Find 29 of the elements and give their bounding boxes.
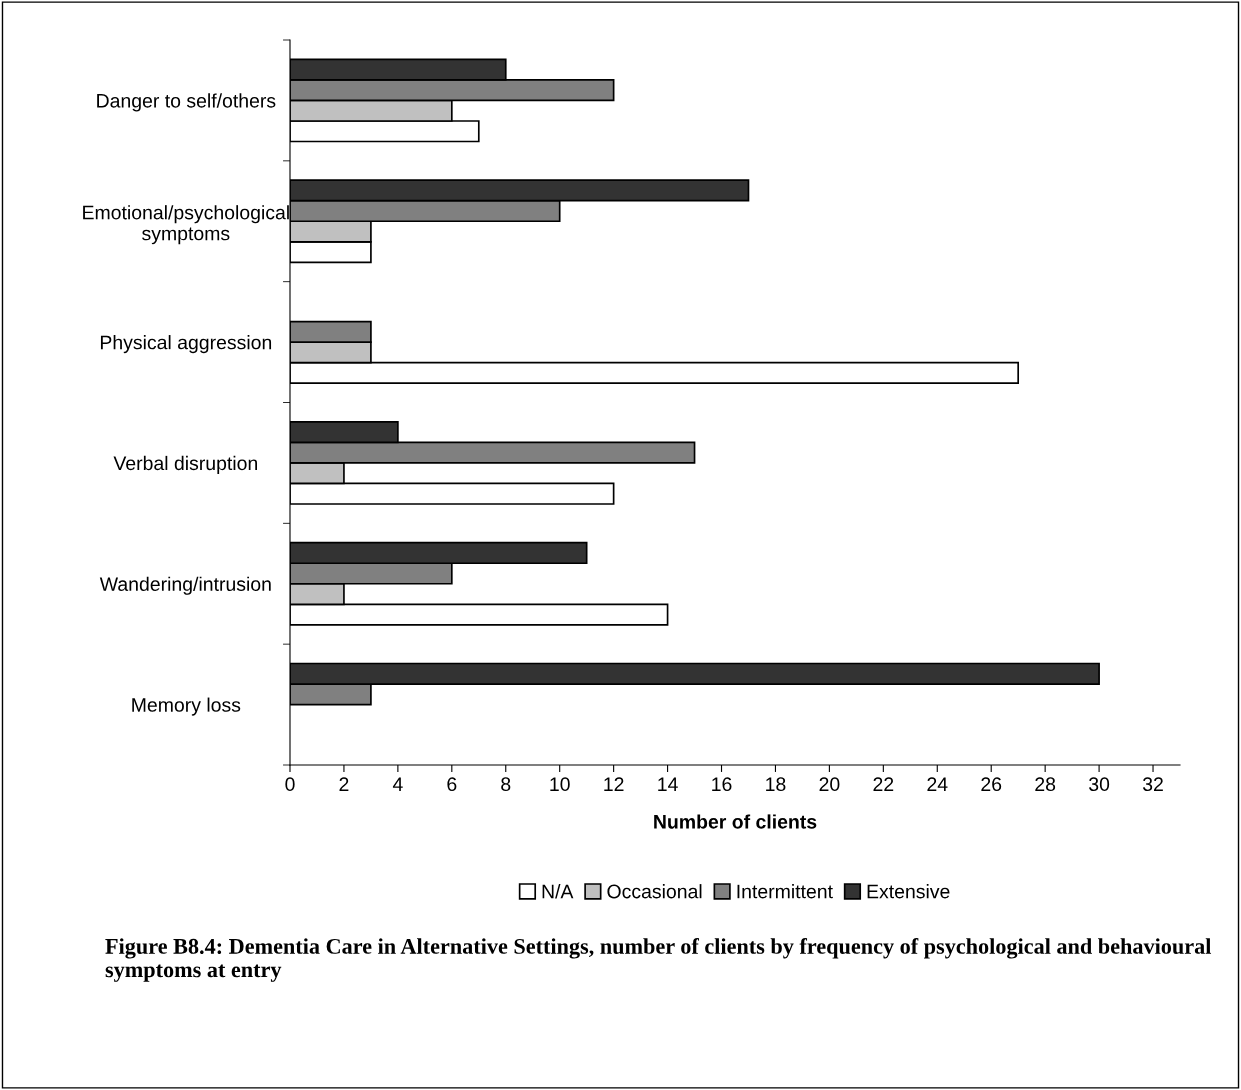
- x-tick-label: 24: [927, 777, 948, 791]
- x-tick-label: 18: [766, 777, 786, 792]
- x-tick-label: 32: [1142, 777, 1163, 792]
- y-tick-label: Physical aggression: [100, 335, 272, 354]
- legend-label: N/A: [542, 884, 574, 899]
- legend-label: Extensive: [867, 884, 950, 899]
- y-tick-label: Emotional/psychological symptoms: [83, 205, 289, 245]
- x-tick-label: 4: [392, 777, 403, 791]
- legend-label: Intermittent: [737, 884, 833, 899]
- y-tick-label: Wandering/intrusion: [99, 576, 271, 595]
- x-tick-label: 12: [604, 777, 624, 791]
- x-tick-label: 16: [712, 777, 732, 792]
- x-axis-title: Number of clients: [654, 814, 817, 829]
- x-tick-label: 0: [285, 777, 295, 792]
- legend-label: Occasional: [607, 884, 702, 899]
- x-tick-label: 28: [1035, 777, 1056, 792]
- x-tick-label: 22: [873, 777, 894, 791]
- x-tick-label: 14: [658, 777, 678, 791]
- x-tick-label: 10: [550, 777, 570, 792]
- y-tick-label: Memory loss: [132, 697, 241, 716]
- x-tick-label: 2: [339, 777, 349, 791]
- y-tick-label: Verbal disruption: [113, 455, 257, 474]
- x-tick-label: 6: [447, 777, 457, 792]
- x-tick-label: 20: [819, 777, 840, 792]
- y-tick-label: Danger to self/others: [97, 93, 276, 112]
- caption: Figure B8.4: Dementia Care in Alternative Settings, number of clients by frequency of psychological and behavioural symptoms at entry: [105, 938, 1212, 982]
- x-tick-label: 26: [981, 777, 1002, 792]
- x-tick-label: 8: [501, 777, 511, 792]
- x-tick-label: 30: [1089, 777, 1110, 792]
